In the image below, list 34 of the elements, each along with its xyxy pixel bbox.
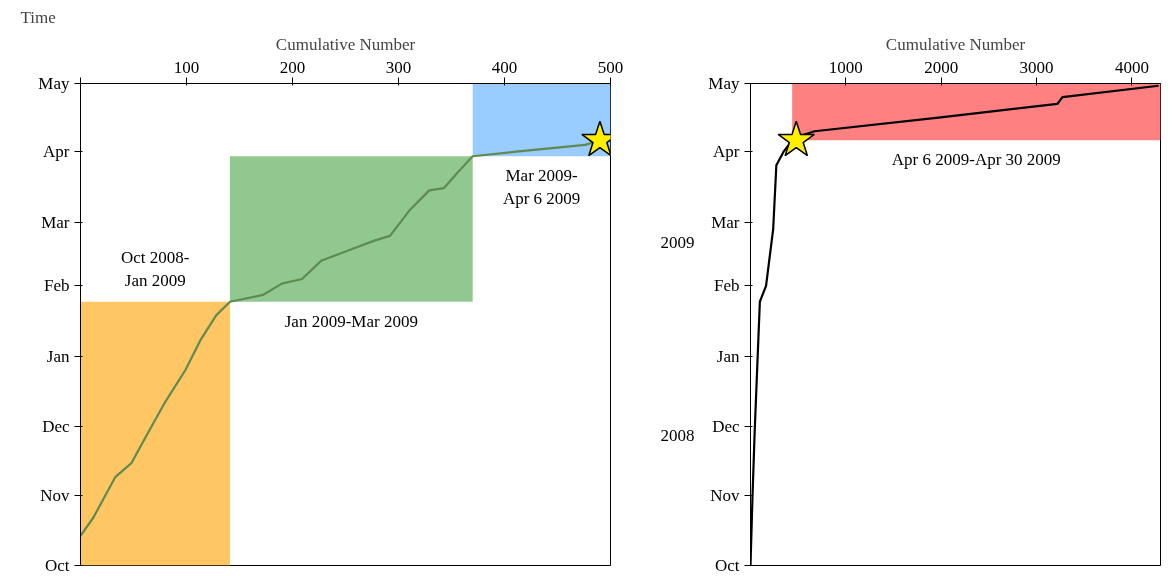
y-tick-label: May bbox=[38, 74, 70, 93]
band-label: Apr 6 2009-Apr 30 2009 bbox=[891, 150, 1061, 170]
x-tick-label: 1000 bbox=[828, 57, 863, 77]
band-label: Mar 2009- Apr 6 2009 bbox=[502, 166, 581, 209]
y-tick-label: Oct bbox=[44, 556, 70, 575]
y-tick-label: May bbox=[708, 74, 740, 93]
band-label: Oct 2008- Jan 2009 bbox=[121, 247, 190, 290]
x-axis-title: Cumulative Number bbox=[885, 34, 1026, 54]
y-tick-label: Mar bbox=[41, 212, 70, 232]
x-tick-label: 2000 bbox=[924, 57, 959, 77]
text: 2008 bbox=[660, 425, 695, 445]
y-axis-title: Time bbox=[20, 7, 56, 27]
y-tick-label: Jan bbox=[716, 346, 740, 366]
band-label: Jan 2009-Mar 2009 bbox=[284, 311, 418, 331]
y-tick-label: Dec bbox=[712, 417, 740, 437]
x-tick-label: 100 bbox=[173, 57, 200, 77]
x-tick-label: 4000 bbox=[1114, 57, 1149, 77]
y-tick-label: Oct bbox=[714, 556, 740, 575]
x-tick-label: 200 bbox=[279, 57, 306, 77]
y-tick-label: Jan bbox=[46, 346, 70, 366]
y-tick-label: Nov bbox=[40, 485, 70, 505]
y-tick-label: Apr bbox=[713, 142, 740, 162]
y-tick-label: Feb bbox=[44, 276, 70, 296]
y-tick-label: Feb bbox=[714, 276, 740, 296]
x-tick-label: 300 bbox=[385, 57, 412, 77]
y-tick-label: Nov bbox=[710, 485, 740, 505]
y-tick-label: Apr bbox=[43, 142, 70, 162]
y-tick-label: Mar bbox=[711, 212, 740, 232]
x-tick-label: 3000 bbox=[1019, 57, 1054, 77]
text: 2009 bbox=[660, 233, 695, 253]
x-tick-label: 400 bbox=[491, 57, 518, 77]
x-axis-title: Cumulative Number bbox=[275, 34, 416, 54]
x-tick-label: 500 bbox=[597, 57, 624, 77]
y-tick-label: Dec bbox=[42, 417, 70, 437]
